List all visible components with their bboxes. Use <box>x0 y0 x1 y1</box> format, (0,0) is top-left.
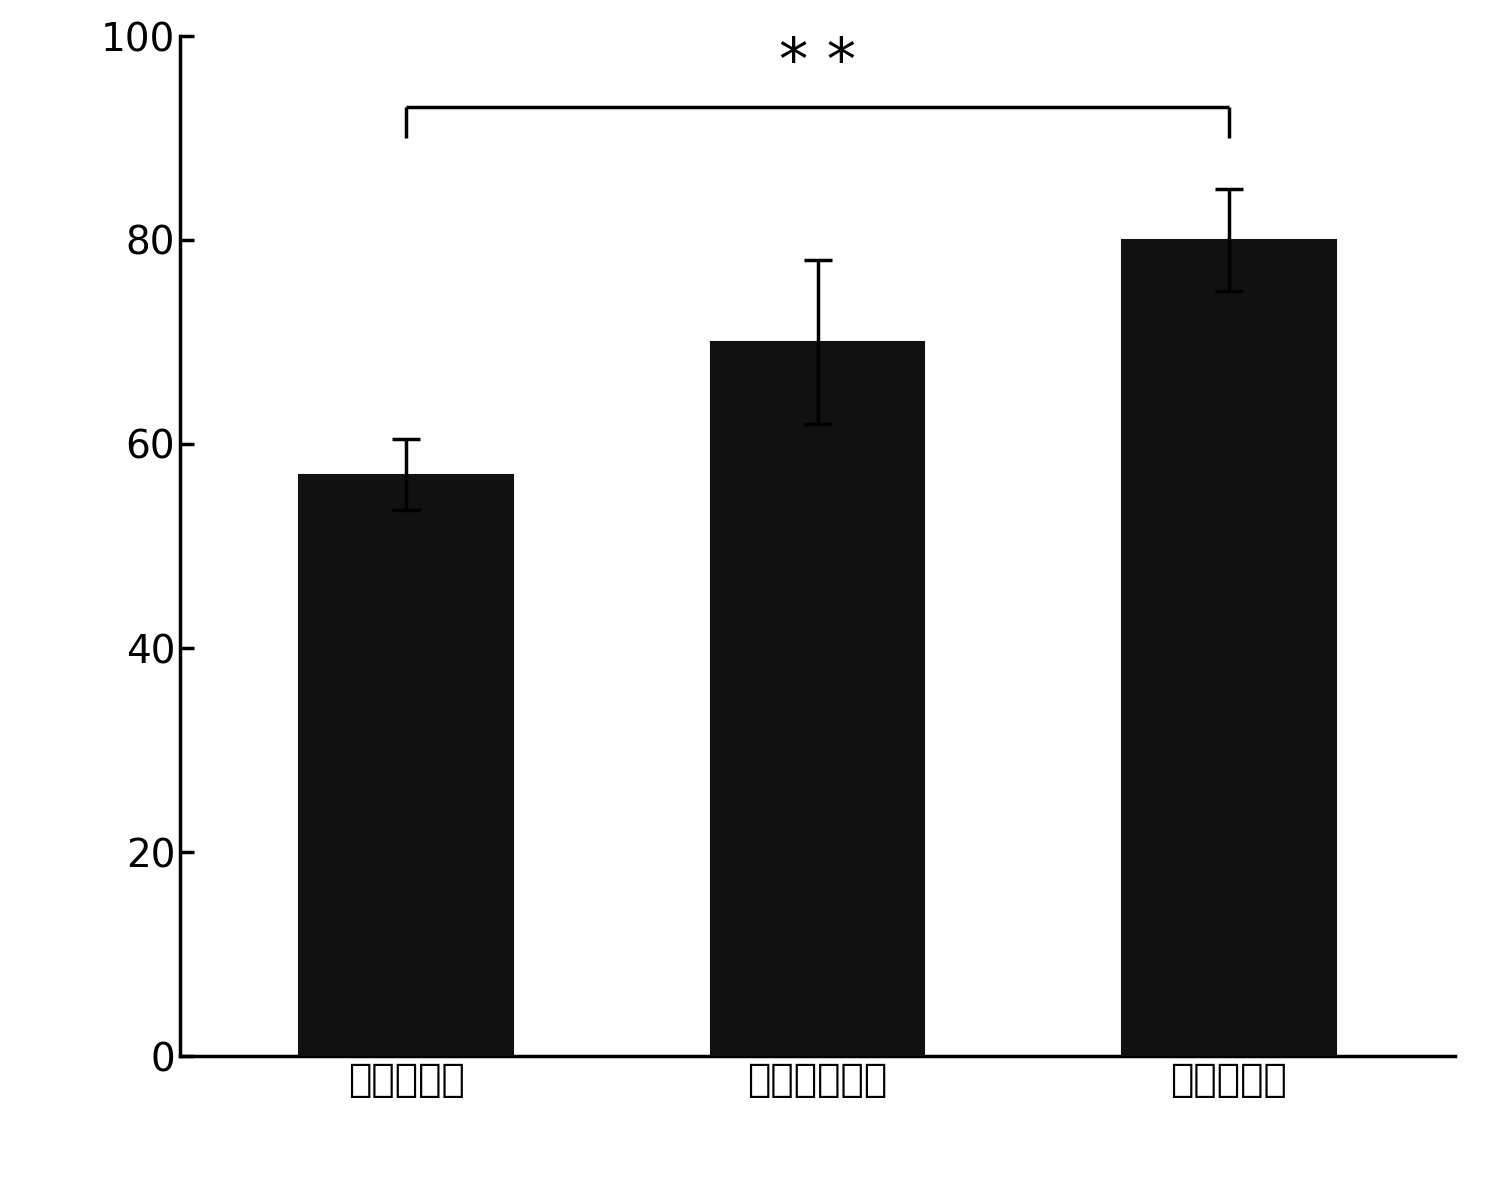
Bar <box>711 342 924 1056</box>
Text: * *: * * <box>778 35 856 92</box>
Bar <box>300 474 513 1056</box>
Bar <box>1122 240 1335 1056</box>
